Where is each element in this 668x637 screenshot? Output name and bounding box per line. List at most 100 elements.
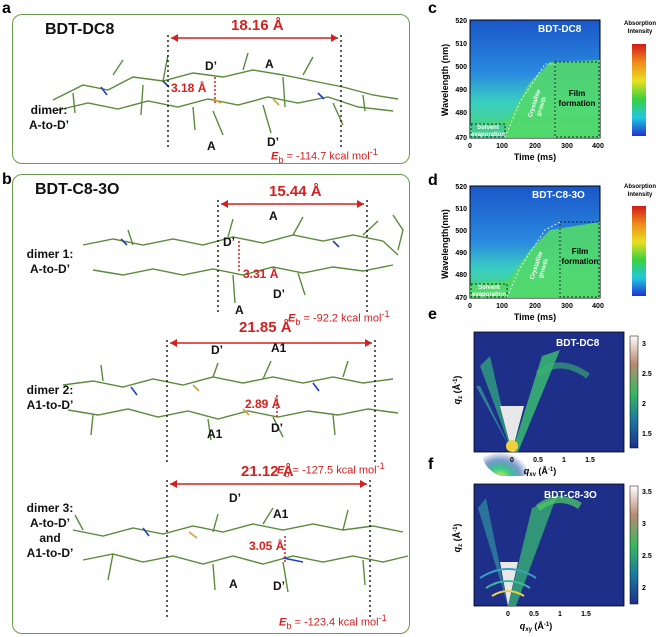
panel-d-region-label: Solvent xyxy=(478,285,500,291)
panel-d-xtick: 300 xyxy=(561,303,573,310)
dimer-label-line: and xyxy=(39,531,61,545)
panel-d-xtick: 0 xyxy=(468,303,472,310)
panel-f-xtick: 0 xyxy=(506,611,510,618)
energy-subscript: b xyxy=(278,154,284,165)
axis-subscript: z xyxy=(458,396,464,399)
panel-a-atom-label: A xyxy=(207,139,216,153)
axis-unit: (Å xyxy=(536,466,548,476)
panel-c-xtick: 100 xyxy=(496,143,508,150)
panel-c-ytick: 480 xyxy=(455,110,467,117)
panel-e-giwaxs: 0 0.5 1 1.5 qxy (Å-1) qz (Å-1) BDT-DC8 3… xyxy=(452,331,652,476)
axis-subscript: xy xyxy=(525,627,532,633)
dimer-label-line: A1-to-D’ xyxy=(26,398,74,412)
dimer-2-short-distance: 2.89 Å xyxy=(245,397,281,411)
axis-subscript: xy xyxy=(529,472,536,476)
axis-unit: ) xyxy=(452,376,462,379)
panel-c-xtick: 0 xyxy=(468,143,472,150)
energy-unit-exponent: -1 xyxy=(378,613,387,623)
dimer-2-atom-label: A1 xyxy=(207,427,223,441)
axis-unit: (Å xyxy=(532,621,544,631)
panel-a-dimer-label: dimer: A-to-D’ xyxy=(19,103,79,133)
panel-f-giwaxs: 0 0.5 1 1.5 qxy (Å-1) qz (Å-1) BDT-C8-3O… xyxy=(452,483,652,633)
axis-symbol: q xyxy=(452,398,462,404)
panel-e-cbar-tick: 3 xyxy=(642,341,646,348)
axis-symbol: q xyxy=(520,621,526,631)
panel-d-colorbar xyxy=(632,206,646,296)
dimer-3-label: dimer 3: A-to-D’ and A1-to-D’ xyxy=(17,501,83,561)
axis-unit: ) xyxy=(549,621,552,631)
panel-c-region-label: Solvent xyxy=(477,125,499,131)
dimer-2-energy: Eb = -127.5 kcal mol-1 xyxy=(277,461,385,479)
dimer-1-atom-label: D’ xyxy=(223,235,235,249)
dimer-1-energy: Eb = -92.2 kcal mol-1 xyxy=(288,309,390,327)
energy-subscript: b xyxy=(284,468,290,479)
panel-a-atom-label: A xyxy=(265,57,274,71)
panel-d-xtick: 100 xyxy=(496,303,508,310)
axis-unit: ) xyxy=(553,466,556,476)
axis-unit: ) xyxy=(452,524,462,527)
dimer-2-label: dimer 2: A1-to-D’ xyxy=(17,383,83,413)
panel-d-ylabel: Wavelength(nm) xyxy=(440,209,450,279)
panel-c-region-label: growth xyxy=(536,96,548,117)
panel-c-ytick: 500 xyxy=(455,64,467,71)
panel-d-letter: d xyxy=(428,172,438,189)
panel-f-xlabel: qxy (Å-1) xyxy=(520,621,553,633)
energy-value: = -123.4 kcal mol xyxy=(291,616,379,629)
panel-f-cbar-tick: 2 xyxy=(642,585,646,592)
dimer-label-line: dimer 3: xyxy=(26,501,74,515)
dimer-2-long-distance: 21.85 Å xyxy=(239,319,292,336)
dimer-3-atom-label: A1 xyxy=(273,507,289,521)
dimer-3-atom-label: D’ xyxy=(229,491,241,505)
panel-a-letter: a xyxy=(2,0,11,17)
energy-symbol: E xyxy=(288,312,296,325)
axis-exponent: -1 xyxy=(453,526,459,532)
panel-e-cbar-tick: 2.5 xyxy=(642,371,652,378)
panel-c-xtick: 400 xyxy=(592,143,604,150)
panel-f-cbar-tick: 3 xyxy=(642,521,646,528)
dimer-label-line: dimer 1: xyxy=(26,247,74,261)
panel-e-xtick: 1 xyxy=(562,457,566,464)
panel-c-ylabel: Wavelength (nm) xyxy=(440,44,450,116)
panel-d-ytick: 510 xyxy=(455,206,467,213)
panel-e-letter: e xyxy=(428,306,437,323)
dimer-label-line: A-to-D’ xyxy=(30,516,70,530)
panel-e-title: BDT-DC8 xyxy=(556,338,600,349)
energy-value: = -127.5 kcal mol xyxy=(289,464,377,477)
dimer-1-atom-label: A xyxy=(269,209,278,223)
panel-e-colorbar xyxy=(629,335,639,449)
panel-d-xtick: 400 xyxy=(592,303,604,310)
dimer-1-atom-label: D’ xyxy=(273,287,285,301)
panel-c-region-label: formation xyxy=(559,99,596,108)
panel-b-letter: b xyxy=(2,171,12,188)
panel-c-ytick: 510 xyxy=(455,41,467,48)
panel-e-cbar-tick: 1.5 xyxy=(642,431,652,438)
panel-c-ytick: 520 xyxy=(455,18,467,25)
dimer-3-long-distance: 21.12 Å xyxy=(241,463,294,480)
energy-value: = -114.7 kcal mol xyxy=(283,150,370,163)
panel-a-title: BDT-DC8 xyxy=(45,21,115,38)
panel-f-letter: f xyxy=(428,456,434,473)
panel-e-xlabel: qxy (Å-1) xyxy=(524,466,557,476)
panel-b-box: BDT-C8-3O 15.44 Å 3.31 Å A D’ A D’ dimer… xyxy=(12,174,410,634)
dimer-3-short-distance: 3.05 Å xyxy=(249,539,285,553)
panel-d-ytick: 480 xyxy=(455,272,467,279)
panel-f-ylabel: qz (Å-1) xyxy=(452,524,464,553)
axis-symbol: q xyxy=(524,466,530,476)
dimer-3-atom-label: D’ xyxy=(273,579,285,593)
panel-e-xtick: 1.5 xyxy=(585,457,595,464)
axis-exponent: -1 xyxy=(548,467,554,473)
axis-unit: (Å xyxy=(452,383,462,395)
panel-d-xlabel: Time (ms) xyxy=(514,312,556,322)
energy-symbol: E xyxy=(271,150,279,163)
panel-c-ytick: 470 xyxy=(455,135,467,142)
dimer-label-line: dimer: xyxy=(30,103,68,117)
panel-f-cbar-tick: 2.5 xyxy=(642,553,652,560)
panel-e-xtick: 0 xyxy=(510,457,514,464)
panel-a-box: BDT-DC8 18.16 Å 3.18 Å D’ A A D’ dimer: … xyxy=(12,14,410,165)
dimer-label-line: dimer 2: xyxy=(26,383,74,397)
panel-d-region-label: formation xyxy=(562,257,599,266)
panel-a-energy: Eb = -114.7 kcal mol-1 xyxy=(271,147,378,165)
panel-d-ytick: 490 xyxy=(455,250,467,257)
panel-d-heatmap: 520 510 500 490 480 470 0 100 200 300 40… xyxy=(440,184,656,322)
axis-exponent: -1 xyxy=(453,378,459,384)
